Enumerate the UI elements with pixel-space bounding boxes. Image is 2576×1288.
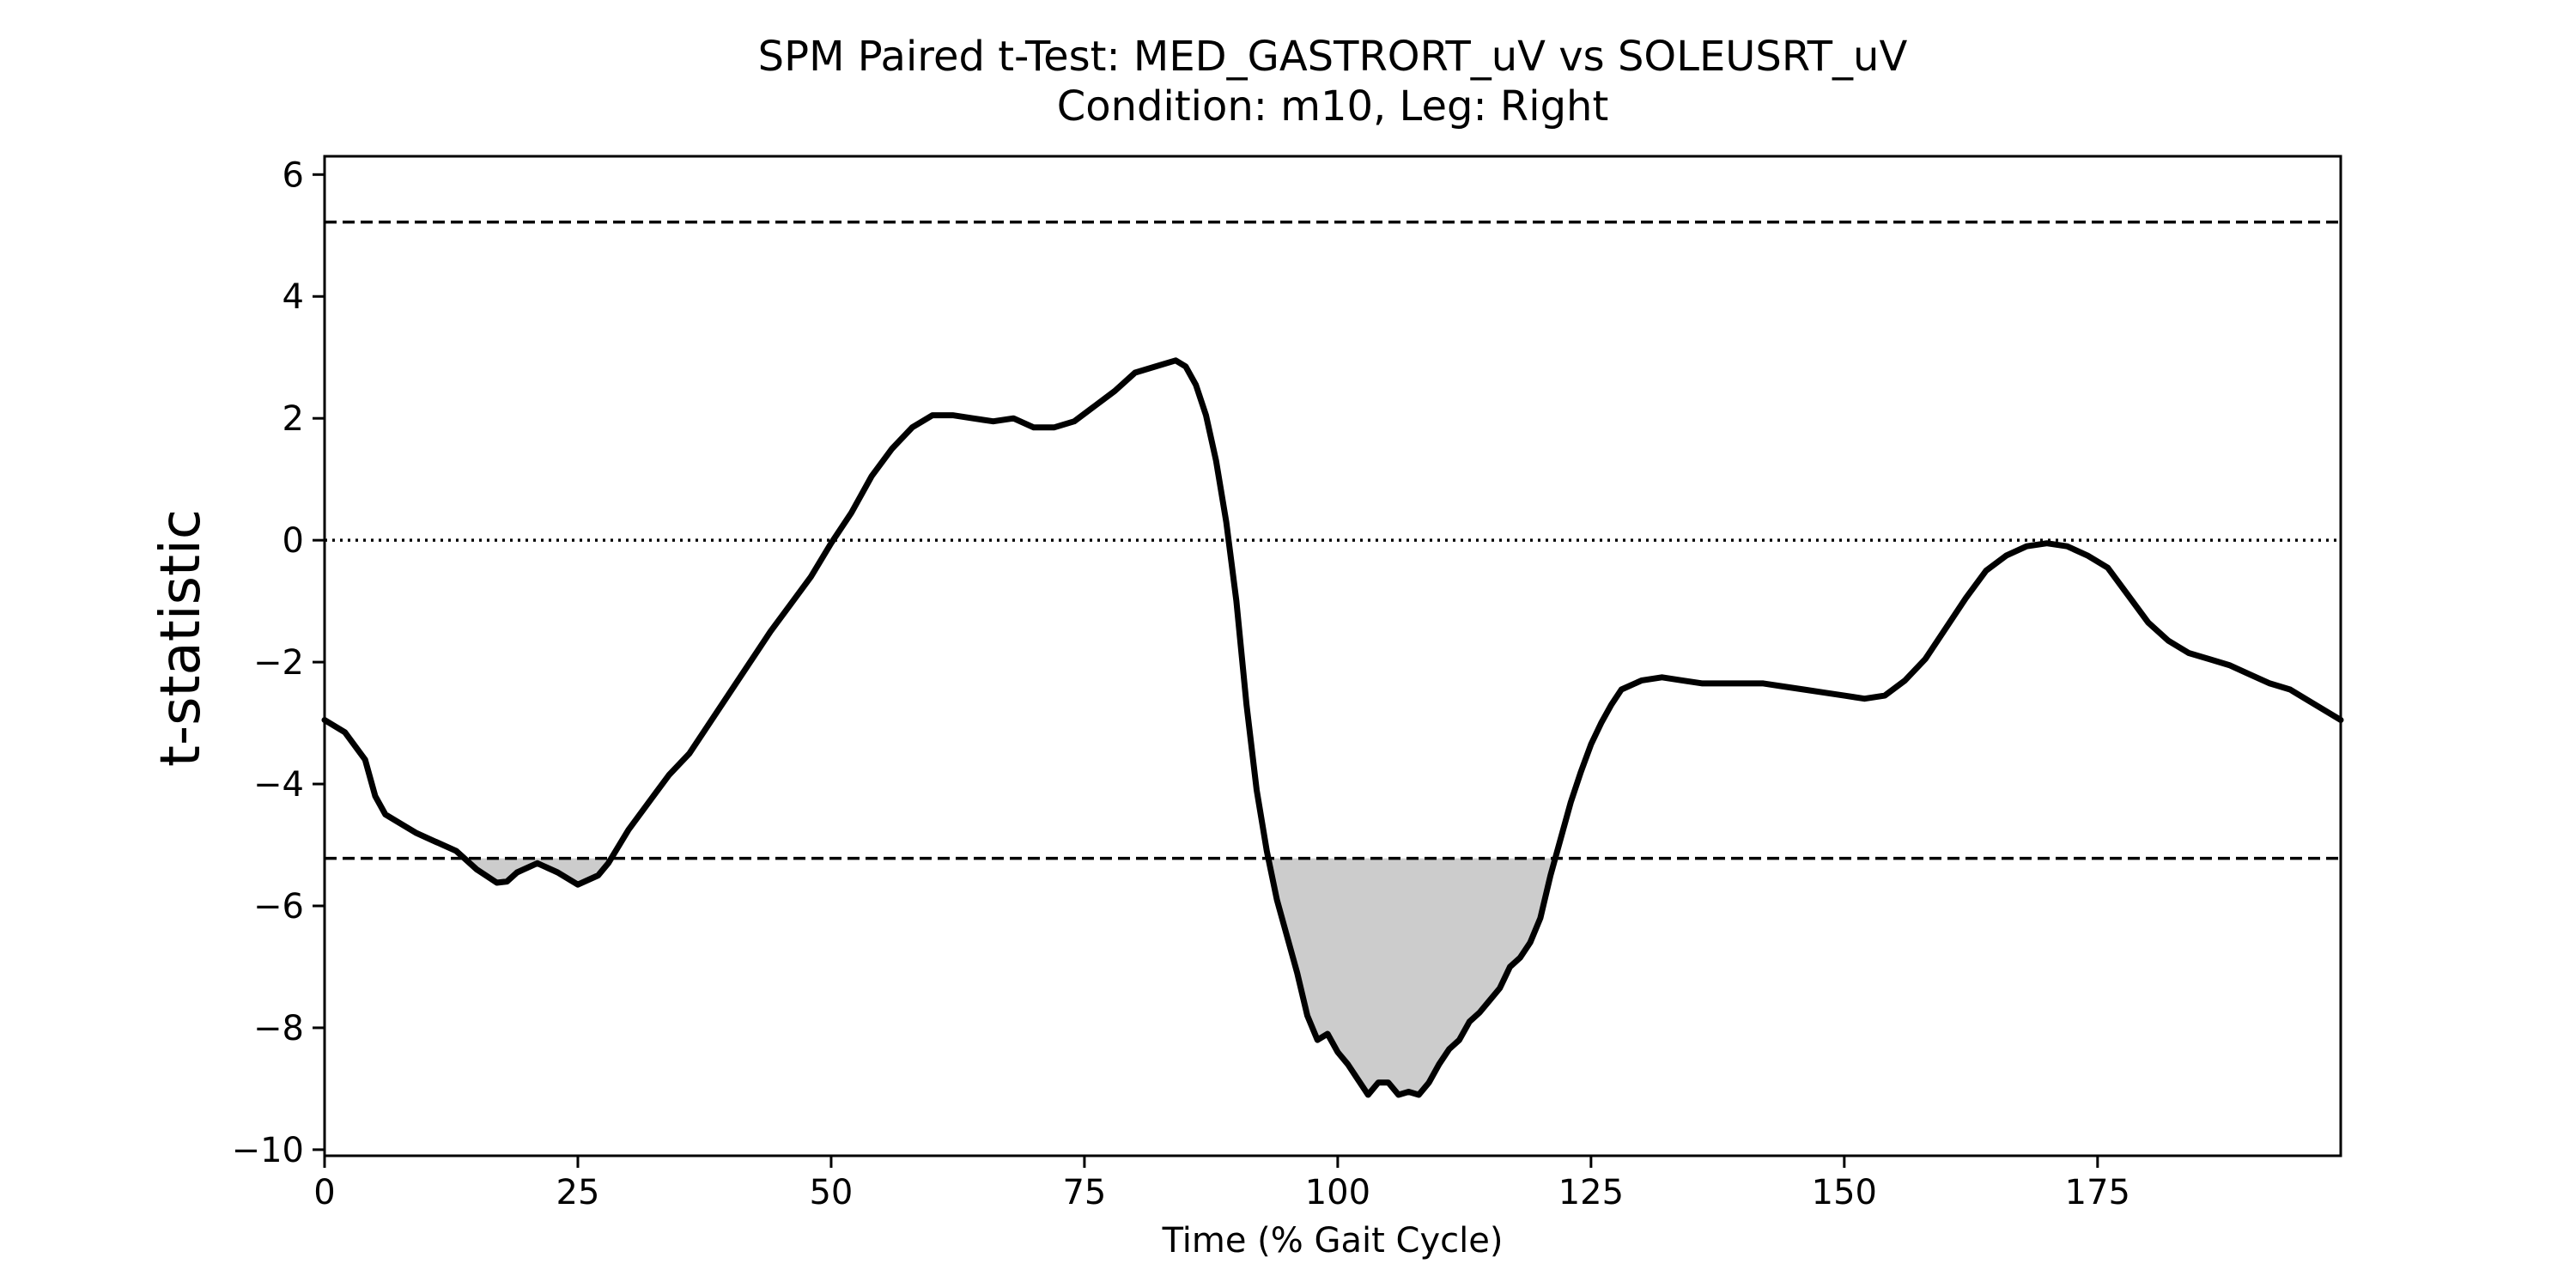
axis-ticks: 0 25 50 75 100 125 150 175 6 4 2 0 −2 −4 −6 −8 −10	[232, 155, 2130, 1212]
y-tick-label: 6	[283, 155, 304, 195]
y-axis-label: t-statistic	[149, 509, 213, 767]
plot-area	[321, 155, 2344, 1157]
x-tick-label: 75	[1062, 1173, 1106, 1212]
x-tick-label: 25	[556, 1173, 600, 1212]
chart-title: SPM Paired t-Test: MED_GASTRORT_uV vs SO…	[758, 33, 1908, 81]
x-tick-label: 150	[1812, 1173, 1877, 1212]
x-tick-label: 125	[1558, 1173, 1624, 1212]
x-tick-label: 100	[1305, 1173, 1370, 1212]
y-tick-label: 0	[283, 521, 304, 561]
y-tick-label: −4	[253, 765, 304, 805]
x-tick-label: 0	[313, 1173, 335, 1212]
axes-frame	[323, 155, 2342, 1157]
x-axis-label: Time (% Gait Cycle)	[1162, 1221, 1504, 1261]
y-tick-label: 4	[283, 277, 304, 317]
t-statistic-line	[321, 357, 2344, 1098]
y-tick-label: 2	[283, 399, 304, 439]
y-tick-label: −2	[253, 643, 304, 683]
cluster-fill	[464, 858, 611, 885]
x-tick-label: 175	[2065, 1173, 2130, 1212]
y-tick-label: −6	[253, 887, 304, 927]
cluster-fill	[1268, 858, 1556, 1095]
y-tick-label: −8	[253, 1009, 304, 1048]
chart-subtitle: Condition: m10, Leg: Right	[1057, 82, 1609, 131]
x-tick-label: 50	[809, 1173, 853, 1212]
y-tick-label: −10	[232, 1131, 304, 1170]
